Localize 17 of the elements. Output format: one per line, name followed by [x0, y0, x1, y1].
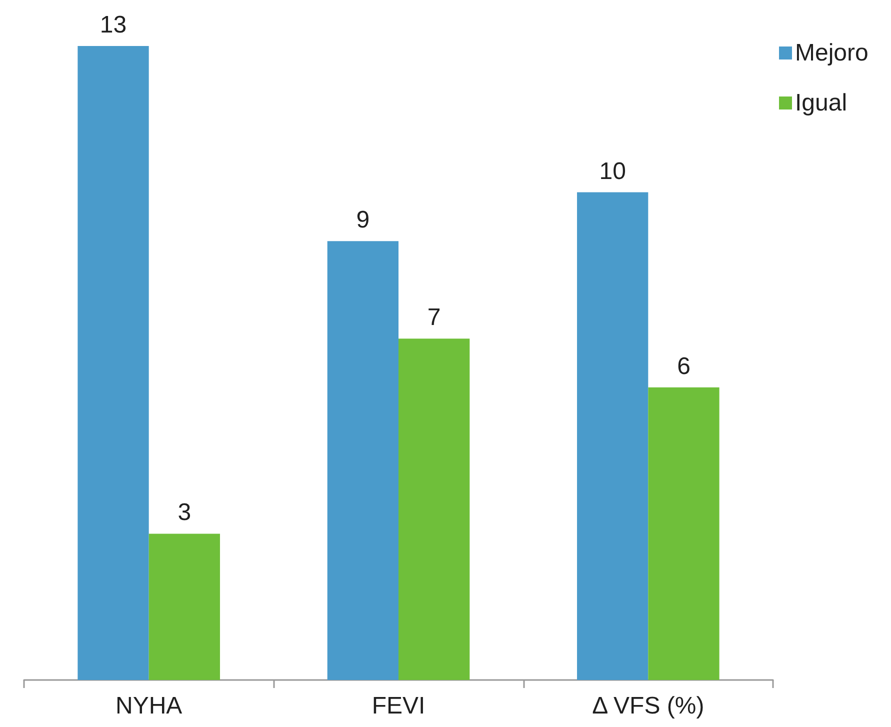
x-tick-label: NYHA — [115, 692, 182, 720]
bar — [327, 241, 398, 680]
x-tick-label: FEVI — [372, 692, 426, 720]
bar — [577, 192, 648, 680]
bar — [78, 46, 149, 680]
legend-label: Mejoro — [795, 40, 868, 66]
bar — [648, 387, 720, 680]
data-label: 7 — [427, 304, 441, 332]
data-label: 9 — [356, 206, 370, 234]
bar — [148, 534, 220, 680]
data-label: 13 — [100, 12, 127, 38]
data-label: 6 — [677, 352, 690, 380]
x-tick-label: Δ VFS (%) — [592, 692, 704, 720]
bar — [398, 338, 470, 680]
data-label: 3 — [178, 499, 192, 526]
data-label: 10 — [599, 158, 626, 185]
legend-label: Igual — [795, 90, 848, 116]
